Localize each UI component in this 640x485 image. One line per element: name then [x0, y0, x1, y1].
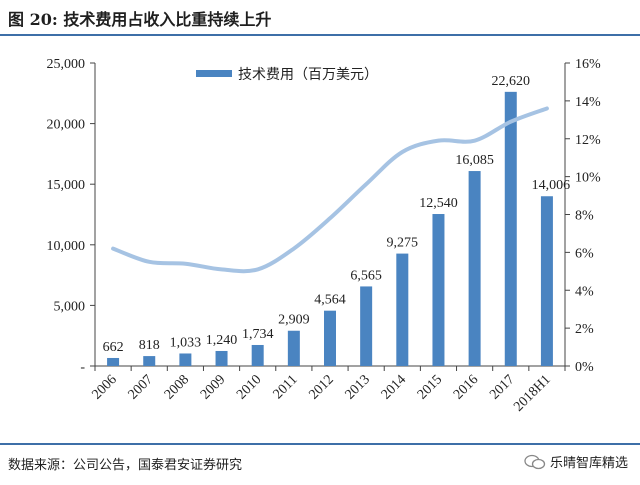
bar-value-label: 16,085 — [455, 153, 494, 168]
left-tick-label: - — [80, 360, 85, 375]
right-tick-label: 0% — [575, 360, 594, 375]
right-tick-label: 4% — [575, 284, 594, 299]
right-tick-label: 16% — [575, 57, 601, 72]
bar-value-label: 9,275 — [387, 236, 419, 251]
bar-value-label: 818 — [139, 338, 160, 353]
bar — [396, 253, 409, 366]
bar — [143, 356, 156, 366]
bar-value-label: 1,033 — [170, 335, 202, 350]
watermark-text: 乐晴智库精选 — [549, 456, 628, 471]
source-note: 数据来源：公司公告，国泰君安证券研究 — [8, 458, 243, 473]
bar — [179, 353, 192, 366]
legend-swatch — [196, 70, 232, 77]
bar — [215, 350, 228, 366]
right-tick-label: 10% — [575, 171, 601, 186]
right-tick-label: 8% — [575, 209, 594, 224]
left-tick-label: 10,000 — [47, 239, 86, 254]
x-tick-label: 2011 — [271, 372, 301, 402]
bar — [540, 196, 553, 366]
bar — [432, 214, 445, 366]
right-tick-label: 12% — [575, 133, 601, 148]
x-tick-label: 2010 — [234, 372, 264, 402]
bottom-rule — [0, 443, 640, 445]
x-tick-label: 2013 — [343, 372, 373, 402]
top-rule — [0, 34, 640, 36]
bar-value-label: 662 — [103, 340, 124, 355]
bar-value-label: 2,909 — [278, 313, 310, 328]
x-tick-label: 2015 — [415, 372, 445, 402]
x-tick-label: 2016 — [451, 372, 481, 402]
x-tick-label: 2009 — [198, 372, 228, 402]
watermark: 乐晴智库精选 — [524, 452, 628, 471]
x-tick-label: 2017 — [487, 372, 517, 402]
x-tick-label: 2014 — [379, 372, 409, 402]
bar-value-label: 14,006 — [532, 178, 571, 193]
wechat-icon — [524, 454, 546, 469]
x-tick-label: 2007 — [126, 372, 156, 402]
x-tick-label: 2018H1 — [511, 372, 554, 415]
x-tick-label: 2008 — [162, 372, 192, 402]
left-tick-label: 20,000 — [47, 118, 86, 133]
right-tick-label: 14% — [575, 95, 601, 110]
bar-value-label: 6,565 — [350, 268, 382, 283]
bar — [287, 330, 300, 366]
x-tick-label: 2006 — [89, 372, 119, 402]
ratio-line — [111, 106, 549, 274]
x-tick-label: 2012 — [306, 372, 336, 402]
bar-value-label: 1,240 — [206, 333, 238, 348]
bar-value-label: 4,564 — [314, 293, 346, 308]
bar — [468, 171, 481, 366]
chart-title: 图 20: 技术费用占收入比重持续上升 — [8, 10, 272, 29]
right-tick-label: 2% — [575, 322, 594, 337]
bar — [360, 286, 373, 366]
chart: - 5,000 10,000 15,000 20,000 25,000 0% 2% 4% 6% 8%… — [47, 57, 602, 415]
bar — [107, 357, 120, 366]
right-tick-label: 6% — [575, 246, 594, 261]
bar-value-label: 12,540 — [419, 196, 458, 211]
left-tick-label: 25,000 — [47, 57, 86, 72]
bar — [251, 344, 264, 366]
bar — [324, 310, 336, 366]
left-tick-label: 5,000 — [54, 299, 86, 314]
left-tick-label: 15,000 — [47, 178, 86, 193]
bar-value-label: 22,620 — [492, 74, 531, 89]
legend-label: 技术费用（百万美元） — [238, 67, 378, 83]
bar — [504, 91, 517, 367]
bar-value-label: 1,734 — [242, 327, 274, 342]
